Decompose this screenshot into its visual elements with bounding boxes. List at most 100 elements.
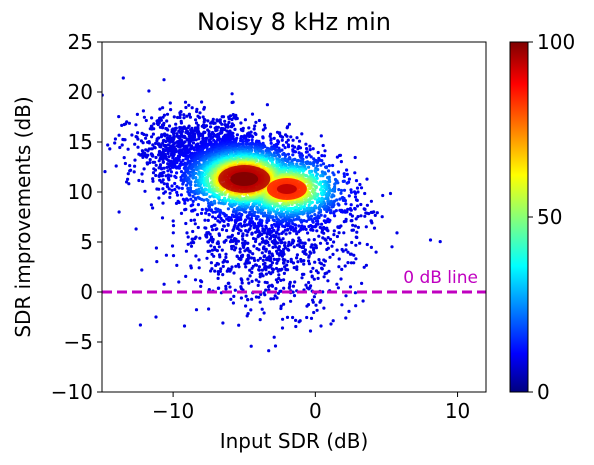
scatter-point [223,119,227,123]
scatter-point [326,279,330,283]
scatter-point [313,243,317,247]
scatter-point [231,244,235,248]
scatter-point [213,223,217,227]
scatter-point [163,148,167,153]
scatter-point [244,204,248,208]
scatter-point [212,199,216,203]
scatter-point [345,172,349,176]
scatter-point [168,195,172,199]
scatter-point [262,245,266,249]
scatter-point [272,222,276,226]
scatter-point [239,285,243,289]
scatter-point [188,186,193,190]
scatter-point [262,291,266,295]
scatter-point [267,284,271,288]
scatter-point [301,210,305,214]
scatter-point [304,150,308,154]
scatter-point [304,283,308,287]
scatter-point [302,259,306,263]
scatter-point [273,294,277,298]
scatter-point [288,206,292,211]
scatter-point [157,187,161,191]
scatter-point [243,239,247,244]
scatter-point [236,231,241,235]
scatter-point [269,141,273,145]
scatter-point [356,225,360,229]
scatter-point [277,257,281,261]
scatter-point [354,217,358,221]
scatter-point [207,307,211,311]
scatter-point [282,212,286,216]
scatter-point [332,233,336,237]
scatter-point [322,225,326,230]
scatter-point [247,126,251,130]
scatter-point [291,284,295,288]
scatter-point [151,143,155,147]
scatter-point [195,213,200,217]
scatter-point [310,243,314,247]
scatter-point [281,237,285,241]
scatter-point [165,112,170,116]
scatter-point [191,229,195,234]
scatter-point [157,159,161,163]
scatter-point [268,227,272,231]
scatter-point [191,194,195,198]
scatter-point [322,219,326,223]
scatter-point [305,155,309,159]
scatter-point [322,258,326,262]
scatter-point [245,195,249,199]
scatter-point [289,257,293,261]
scatter-point [305,206,309,210]
scatter-point [309,284,313,288]
scatter-point [318,225,322,229]
scatter-point [204,207,208,211]
scatter-point [355,186,360,190]
scatter-point [312,238,316,242]
scatter-point [241,253,245,257]
scatter-point [274,215,278,219]
scatter-point [217,245,221,249]
scatter-point [306,214,310,218]
scatter-point [199,211,204,215]
scatter-point [144,136,148,140]
scatter-point [328,237,333,241]
scatter-point [162,78,166,82]
scatter-point [254,120,258,124]
scatter-point [216,240,220,244]
scatter-point [209,125,213,129]
scatter-point [282,286,286,290]
scatter-point [255,247,259,251]
scatter-point [177,166,181,170]
scatter-point [312,161,316,165]
scatter-point [202,125,206,130]
scatter-point [304,142,308,146]
scatter-point [279,289,283,293]
scatter-point [337,188,341,192]
scatter-point [142,115,146,119]
scatter-point [184,274,188,278]
scatter-point [232,294,236,298]
scatter-point [270,223,274,228]
scatter-point [327,269,331,273]
scatter-point [306,231,310,235]
scatter-point [291,149,295,153]
scatter-point [260,268,264,272]
scatter-point [244,265,248,269]
scatter-point [331,193,335,197]
scatter-point [289,299,293,303]
scatter-point [269,297,273,301]
scatter-point [206,218,210,222]
scatter-point [194,138,198,142]
scatter-point [292,266,296,270]
scatter-point [297,236,301,240]
scatter-point [353,291,357,295]
scatter-point [160,167,164,171]
scatter-point [175,132,179,136]
scatter-point [337,231,341,235]
scatter-point [348,207,352,211]
scatter-point [197,187,201,191]
scatter-point [154,173,158,178]
scatter-point [326,217,330,221]
scatter-point [291,138,295,142]
scatter-point [360,281,364,285]
